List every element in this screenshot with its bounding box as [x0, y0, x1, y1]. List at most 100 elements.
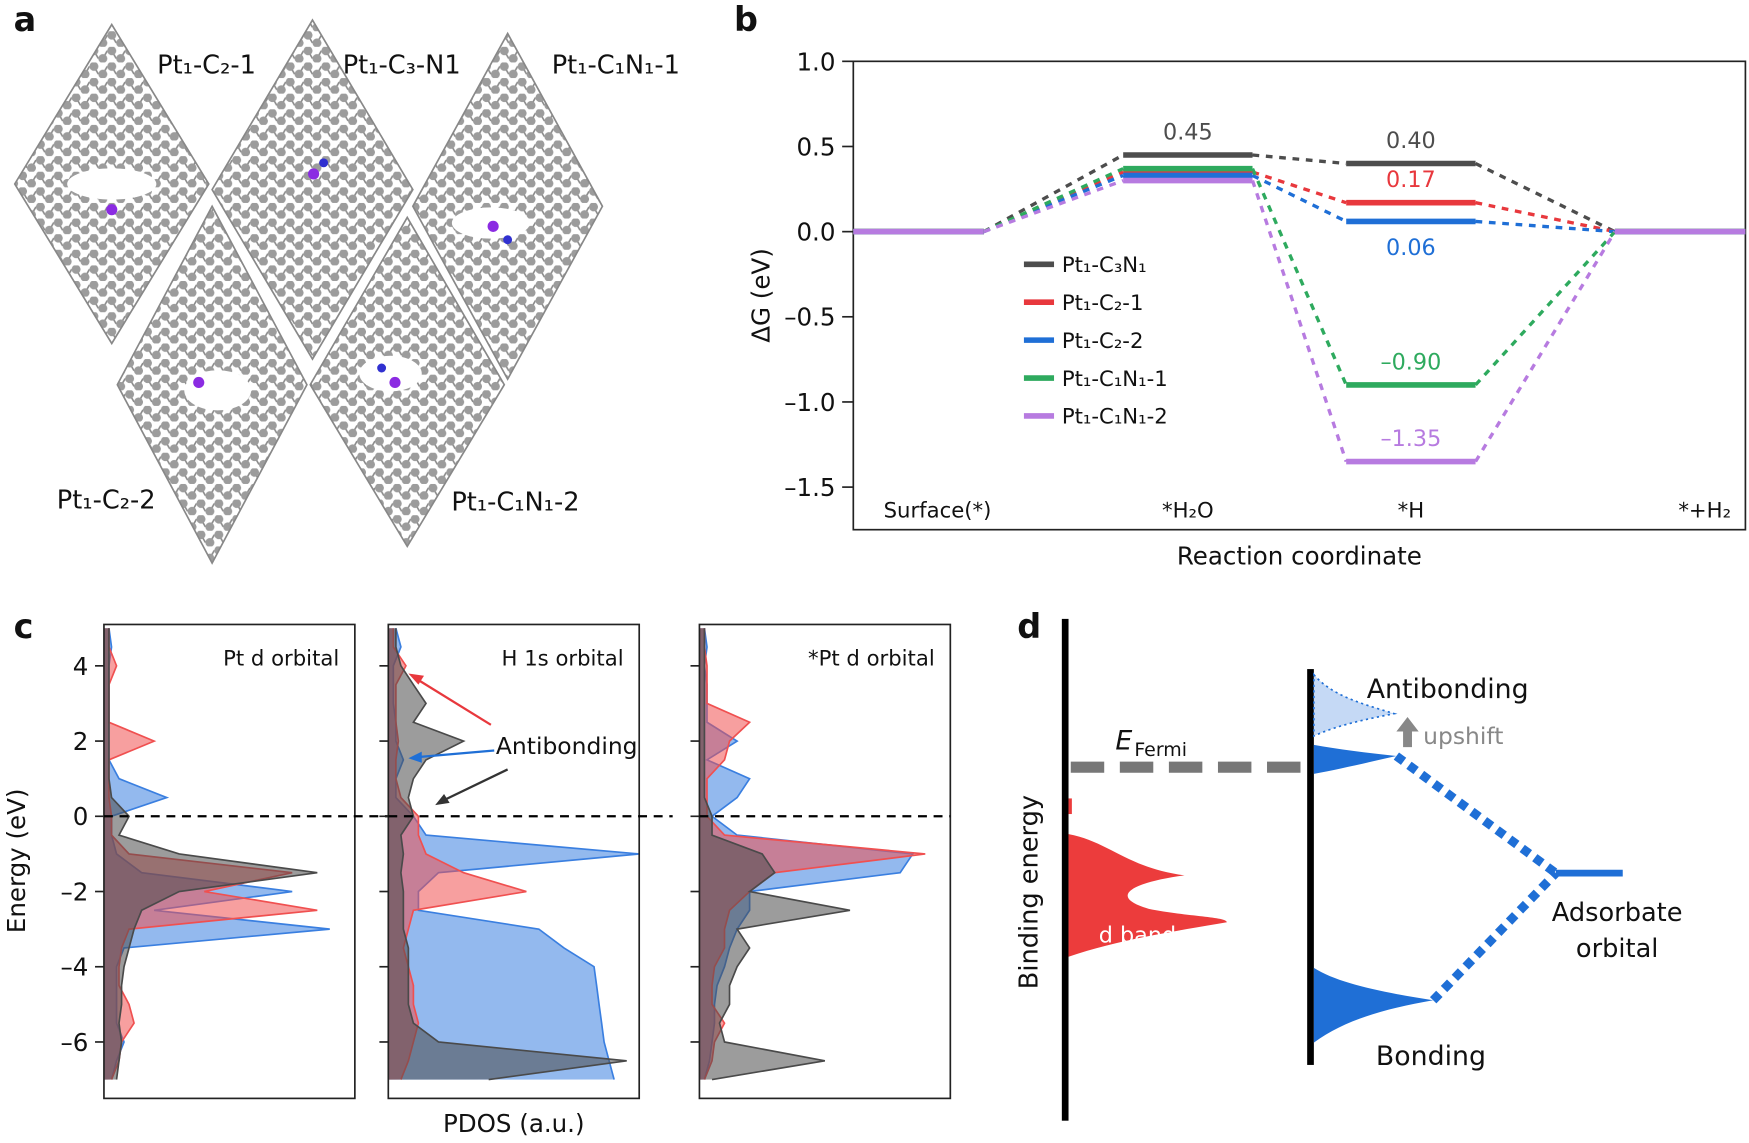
y-tick-label: –1.0: [784, 388, 835, 417]
annotation-arrows: [408, 673, 509, 806]
structure-label: Pt₁-C₃-N1: [343, 51, 461, 81]
orbital-diagram: [1061, 618, 1623, 1121]
connector: [1475, 201, 1616, 234]
energy-diagram: 1.0 0.5 0.0 –0.5 –1.0 –1.5 ΔG (eV) Reaction coo…: [747, 47, 1747, 570]
structure-label: Pt₁-C₁N₁-2: [451, 488, 579, 518]
category-label: *+H₂: [1678, 497, 1731, 522]
y-tick-label: –0.5: [784, 303, 835, 332]
panel-label: d: [1017, 607, 1041, 646]
y-tick-label: –4: [60, 953, 88, 982]
connector: [1250, 167, 1348, 386]
plot-frame: [387, 623, 641, 1100]
panel-label: c: [14, 607, 34, 646]
pdos-area: [699, 628, 926, 1080]
y-tick-label: –2: [60, 877, 88, 906]
panel-label: b: [734, 0, 758, 39]
y-tick-label: 2: [73, 727, 89, 756]
legend-label: Pt₁-C₂-1: [1062, 290, 1144, 315]
value-label: 0.45: [1163, 119, 1213, 145]
lattice: [211, 18, 414, 361]
connector: [1250, 180, 1348, 463]
fermi-label: E: [1115, 725, 1132, 756]
fermi-subscript: Fermi: [1134, 739, 1187, 761]
pdos-curve: [703, 628, 851, 1081]
value-label: 0.06: [1386, 235, 1436, 261]
value-label: –1.35: [1380, 426, 1441, 452]
antibonding-filled-shape: [1313, 744, 1397, 774]
plot-title: *Pt d orbital: [808, 646, 935, 671]
pdos-area: [388, 628, 640, 1080]
orbital-label: Bonding: [1376, 1041, 1486, 1072]
orbital-label: orbital: [1576, 934, 1658, 964]
arrow-head: [408, 673, 424, 685]
pdos-plot: [388, 628, 640, 1081]
y-tick-label: 0.5: [796, 132, 835, 161]
d-band-tail: [1068, 798, 1072, 815]
upshift-arrow: [1396, 717, 1419, 748]
d-band-shape: [1068, 834, 1227, 957]
structure-label: Pt₁-C₂-1: [157, 51, 256, 81]
y-tick-label: 1.0: [796, 47, 835, 76]
connector: [1252, 170, 1347, 205]
y-axis-label: Energy (eV): [2, 789, 31, 934]
connector: [1252, 153, 1347, 166]
lattice: [411, 31, 604, 381]
x-axis-label: Reaction coordinate: [1177, 541, 1422, 570]
pdos-plots: –6 –4 –2 0 2 4 Pt d orbital Energy (eV) H 1s orb…: [2, 623, 952, 1138]
metal-axis: [1061, 618, 1069, 1121]
n-atom: [319, 158, 329, 168]
connector: [1474, 162, 1616, 234]
connector: [1251, 173, 1347, 223]
pt-atom: [389, 376, 401, 389]
n-atom: [503, 235, 513, 245]
arrow: [442, 768, 509, 802]
bonding-shape: [1313, 967, 1434, 1043]
arrow-head: [408, 751, 422, 763]
connector: [983, 178, 1124, 234]
plot-title: Pt d orbital: [223, 646, 339, 671]
panel-label: a: [14, 0, 37, 39]
antibonding-shape: [1313, 672, 1398, 738]
structure-label: Pt₁-C₁N₁-1: [552, 51, 680, 81]
y-tick-label: –1.5: [784, 473, 835, 502]
pdos-area: [388, 628, 627, 1080]
pdos-plot: [103, 628, 330, 1080]
pt-atom: [106, 204, 118, 216]
arrow-head: [435, 793, 450, 806]
n-atom: [377, 363, 387, 373]
connector: [1475, 219, 1616, 234]
legend-label: Pt₁-C₁N₁-2: [1062, 404, 1168, 429]
category-label: *H: [1398, 497, 1425, 522]
arrow: [417, 749, 495, 759]
plot-frame: [698, 623, 952, 1100]
plot-title: H 1s orbital: [502, 646, 624, 671]
correlation-line: [1393, 752, 1559, 877]
pt-atom: [193, 376, 205, 389]
annotation: Antibonding: [496, 732, 638, 760]
structure-label: Pt₁-C₂-2: [57, 485, 156, 515]
category-label: *H₂O: [1162, 497, 1214, 522]
pdos-curve: [395, 628, 627, 1081]
connector: [983, 167, 1124, 234]
y-tick-label: –6: [60, 1028, 88, 1057]
pdos-area: [103, 628, 318, 1080]
orbital-label: Adsorbate: [1552, 898, 1683, 928]
plot-frame: [852, 60, 1747, 531]
shift-label: upshift: [1423, 722, 1503, 750]
pt-atom: [308, 168, 320, 180]
y-axis-label: ΔG (eV): [747, 248, 776, 343]
adsorbed-axis: [1307, 669, 1314, 1065]
connector: [1474, 230, 1617, 387]
pdos-plot: [699, 628, 926, 1081]
value-label: 0.40: [1386, 128, 1436, 154]
orbital-label: Antibonding: [1367, 674, 1529, 705]
value-label: –0.90: [1380, 349, 1441, 375]
structures: [13, 18, 604, 565]
axis-label: Binding energy: [1014, 795, 1044, 989]
legend-label: Pt₁-C₃N₁: [1062, 252, 1147, 277]
y-tick-label: 0.0: [796, 218, 835, 247]
connector: [983, 170, 1124, 234]
correlation-line: [1429, 870, 1560, 1004]
category-label: Surface(*): [884, 497, 992, 522]
